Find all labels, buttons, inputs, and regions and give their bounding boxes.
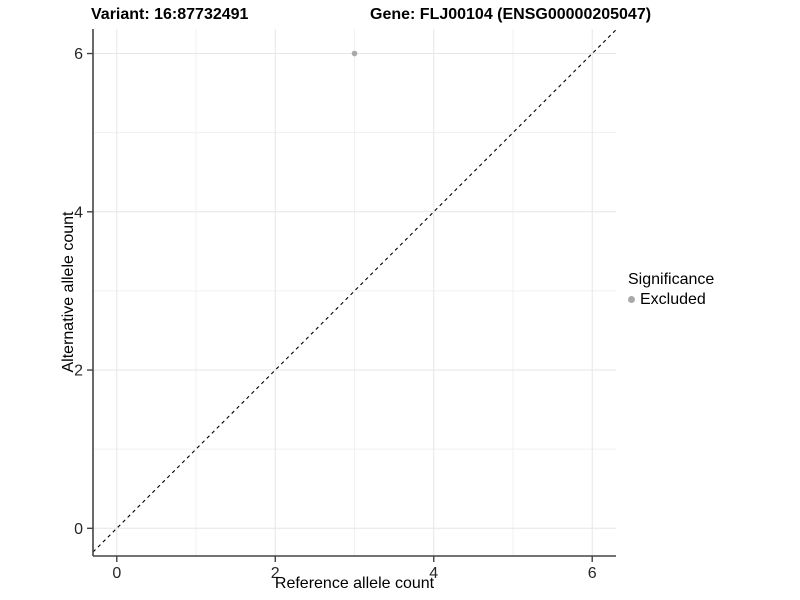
- legend-item-label: Excluded: [640, 291, 706, 308]
- plot-title-variant: Variant: 16:87732491: [91, 6, 249, 23]
- legend-item-excluded: Excluded: [628, 290, 714, 309]
- y-tick-label: 6: [74, 46, 83, 63]
- y-tick-label: 4: [74, 204, 83, 221]
- x-tick-label: 0: [112, 565, 121, 582]
- y-tick-label: 0: [74, 521, 83, 538]
- plot-title-gene: Gene: FLJ00104 (ENSG00000205047): [370, 6, 652, 23]
- x-axis-label: Reference allele count: [274, 575, 435, 592]
- legend-point-swatch: [628, 296, 635, 303]
- x-tick-label: 6: [588, 565, 597, 582]
- y-tick-label: 2: [74, 363, 83, 380]
- y-axis-label: Alternative allele count: [60, 211, 77, 373]
- x-tick-label: 4: [429, 565, 438, 582]
- legend-title: Significance: [628, 271, 715, 288]
- legend: Significance Excluded: [628, 270, 714, 309]
- data-point: [351, 50, 358, 57]
- x-tick-label: 2: [271, 565, 280, 582]
